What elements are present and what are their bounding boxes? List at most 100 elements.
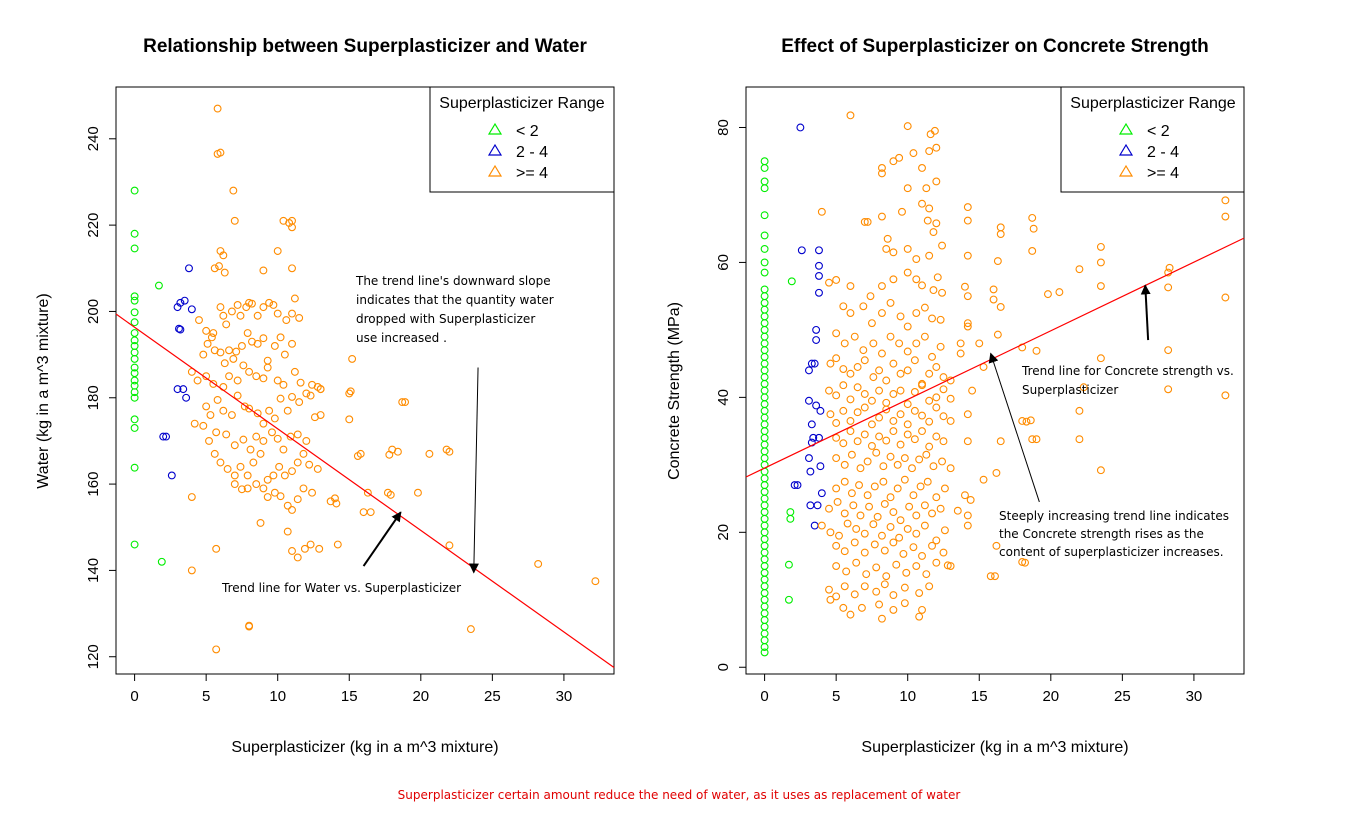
data-point	[877, 531, 886, 540]
data-point	[270, 342, 279, 350]
data-point	[793, 481, 802, 490]
data-point	[130, 376, 139, 385]
data-point	[975, 339, 984, 348]
data-point	[893, 460, 902, 469]
data-point	[905, 502, 914, 511]
data-point	[345, 415, 354, 424]
data-point	[909, 491, 918, 500]
legend-triangle-icon	[1118, 164, 1134, 177]
data-point	[236, 462, 245, 471]
data-point	[880, 500, 889, 508]
data-point	[1165, 263, 1174, 272]
data-point	[1028, 435, 1037, 444]
data-point	[826, 528, 835, 537]
data-point	[760, 595, 769, 604]
data-point	[833, 497, 842, 506]
data-point	[273, 434, 282, 443]
data-point	[760, 487, 769, 496]
data-point	[212, 544, 221, 553]
legend-label: < 2	[516, 123, 539, 140]
data-point	[826, 359, 835, 368]
data-point	[213, 395, 222, 404]
data-point	[832, 484, 841, 493]
data-point	[784, 595, 793, 604]
data-point	[946, 464, 955, 473]
data-point	[236, 311, 245, 320]
data-point	[1022, 417, 1031, 426]
data-point	[760, 177, 769, 186]
data-point	[889, 417, 898, 425]
data-point	[273, 309, 282, 318]
data-point	[270, 488, 279, 497]
data-point	[900, 599, 909, 608]
data-point	[206, 411, 215, 419]
data-point	[1096, 258, 1105, 267]
data-point	[760, 366, 769, 375]
y-tick-label: 140	[85, 558, 102, 583]
data-point	[867, 396, 876, 405]
chart-strength-vs-superplasticizer: Effect of Superplasticizer on Concrete S…	[666, 36, 1245, 756]
annotation-text: indicates that the quantity water	[356, 293, 554, 307]
data-point	[899, 549, 908, 558]
y-tick-label: 220	[85, 213, 102, 238]
data-point	[293, 495, 302, 504]
data-point	[940, 484, 949, 493]
tick-group: 0 5 10 15 20 25 30 0 20 40 60 80	[715, 119, 1202, 705]
y-tick-label: 120	[85, 644, 102, 669]
data-point	[979, 475, 988, 484]
data-point	[900, 475, 909, 484]
data-point	[280, 350, 289, 359]
data-point	[889, 157, 898, 166]
data-point	[889, 591, 898, 600]
data-point	[938, 241, 947, 250]
data-point	[862, 570, 871, 579]
data-point	[815, 433, 823, 442]
data-point	[903, 244, 912, 253]
x-tick-label: 0	[760, 688, 768, 705]
data-point	[760, 157, 769, 166]
data-point	[832, 541, 841, 550]
x-axis-title: Superplasticizer (kg in a m^3 mixture)	[861, 739, 1128, 756]
data-point	[812, 401, 821, 410]
data-point	[877, 614, 886, 623]
data-point	[880, 546, 889, 555]
plot-frame	[745, 86, 1245, 675]
legend-label: < 2	[1147, 123, 1170, 140]
legend-label: >= 4	[516, 165, 548, 182]
data-point	[939, 437, 948, 446]
data-point	[918, 605, 926, 614]
data-point	[1032, 435, 1041, 444]
data-point	[896, 386, 905, 395]
data-point	[912, 339, 921, 348]
data-point	[253, 339, 262, 348]
data-point	[963, 319, 972, 328]
data-point	[966, 495, 975, 504]
data-point	[895, 153, 904, 162]
data-point	[1096, 242, 1105, 251]
data-point	[276, 333, 285, 342]
data-point	[265, 298, 274, 307]
data-point	[932, 536, 941, 545]
data-point	[826, 410, 835, 419]
data-point	[915, 455, 924, 464]
data-point	[760, 373, 769, 382]
data-point	[882, 398, 891, 407]
data-point	[879, 477, 888, 486]
annotation-text: Trend line for Concrete strength vs.	[1021, 364, 1234, 378]
data-point	[877, 164, 886, 172]
data-point	[209, 329, 218, 337]
x-tick-label: 10	[899, 688, 916, 705]
x-tick-label: 25	[484, 688, 501, 705]
data-point	[296, 378, 305, 387]
data-point	[936, 315, 945, 324]
data-point	[889, 275, 898, 284]
data-point	[130, 292, 139, 301]
data-point	[1043, 290, 1052, 299]
data-point	[889, 538, 898, 547]
data-point	[812, 336, 821, 344]
data-point	[839, 365, 848, 373]
data-point	[1096, 354, 1105, 363]
data-point	[992, 468, 1001, 477]
data-point	[230, 441, 239, 450]
data-point	[816, 462, 825, 471]
